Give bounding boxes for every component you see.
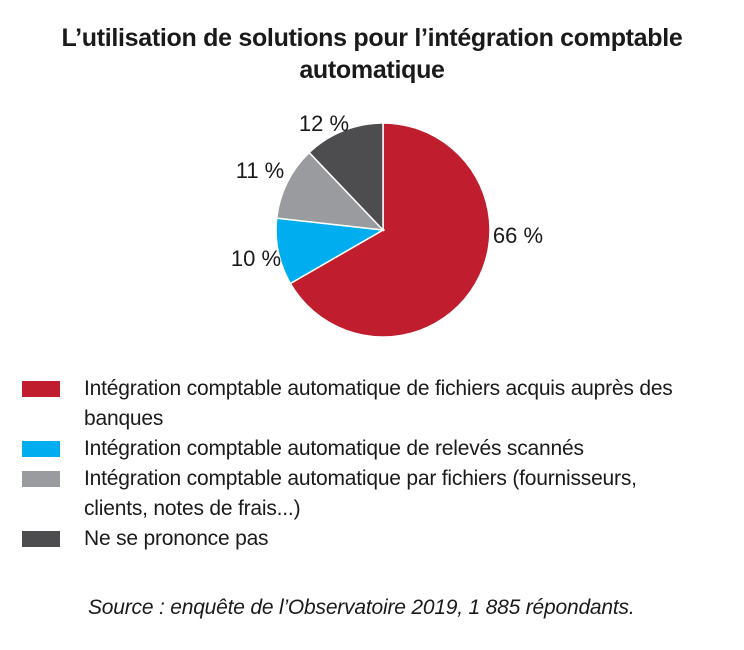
legend-swatch-releves-scannes xyxy=(22,441,60,457)
pie-chart: 66 % 10 % 11 % 12 % xyxy=(231,111,543,338)
legend-label-fichiers-fournisseurs-line-1: Intégration comptable automatique par fi… xyxy=(84,467,637,490)
legend-item-banques: Intégration comptable automatique de fic… xyxy=(22,374,722,434)
source-note: Source : enquête de l’Observatoire 2019,… xyxy=(88,596,635,619)
legend-label-fichiers-fournisseurs-line-2: clients, notes de frais...) xyxy=(84,497,301,520)
legend-label-banques-line-1: Intégration comptable automatique de fic… xyxy=(84,377,673,400)
legend-item-ne-se-prononce-pas: Ne se prononce pas xyxy=(22,524,722,554)
legend-swatch-fichiers-fournisseurs xyxy=(22,471,60,487)
slice-label-ne-se-prononce-pas: 12 % xyxy=(299,111,349,136)
chart-title-line-1: L’utilisation de solutions pour l’intégr… xyxy=(61,24,683,52)
chart-legend: Intégration comptable automatique de fic… xyxy=(22,374,722,554)
legend-item-releves-scannes: Intégration comptable automatique de rel… xyxy=(22,434,722,464)
legend-swatch-banques xyxy=(22,381,60,397)
pie-slice-fichiers-fournisseurs xyxy=(275,151,385,231)
chart-title: L’utilisation de solutions pour l’intégr… xyxy=(0,22,744,86)
legend-label-banques-line-2: banques xyxy=(84,407,164,430)
legend-label-ne-se-prononce-pas-line-1: Ne se prononce pas xyxy=(84,527,269,550)
legend-label-ne-se-prononce-pas: Ne se prononce pas xyxy=(84,524,722,554)
legend-label-banques: Intégration comptable automatique de fic… xyxy=(84,374,722,434)
chart-title-line-2: automatique xyxy=(299,56,445,84)
legend-label-releves-scannes-line-1: Intégration comptable automatique de rel… xyxy=(84,437,584,460)
pie-slice-banques xyxy=(289,122,491,338)
slice-label-banques: 66 % xyxy=(493,223,543,248)
legend-label-fichiers-fournisseurs: Intégration comptable automatique par fi… xyxy=(84,464,722,524)
slice-label-releves-scannes: 10 % xyxy=(231,246,281,271)
legend-label-releves-scannes: Intégration comptable automatique de rel… xyxy=(84,434,722,464)
pie-slice-ne-se-prononce-pas xyxy=(308,122,384,232)
legend-item-fichiers-fournisseurs: Intégration comptable automatique par fi… xyxy=(22,464,722,524)
legend-swatch-ne-se-prononce-pas xyxy=(22,531,60,547)
slice-label-fichiers-fournisseurs: 11 % xyxy=(236,158,285,183)
